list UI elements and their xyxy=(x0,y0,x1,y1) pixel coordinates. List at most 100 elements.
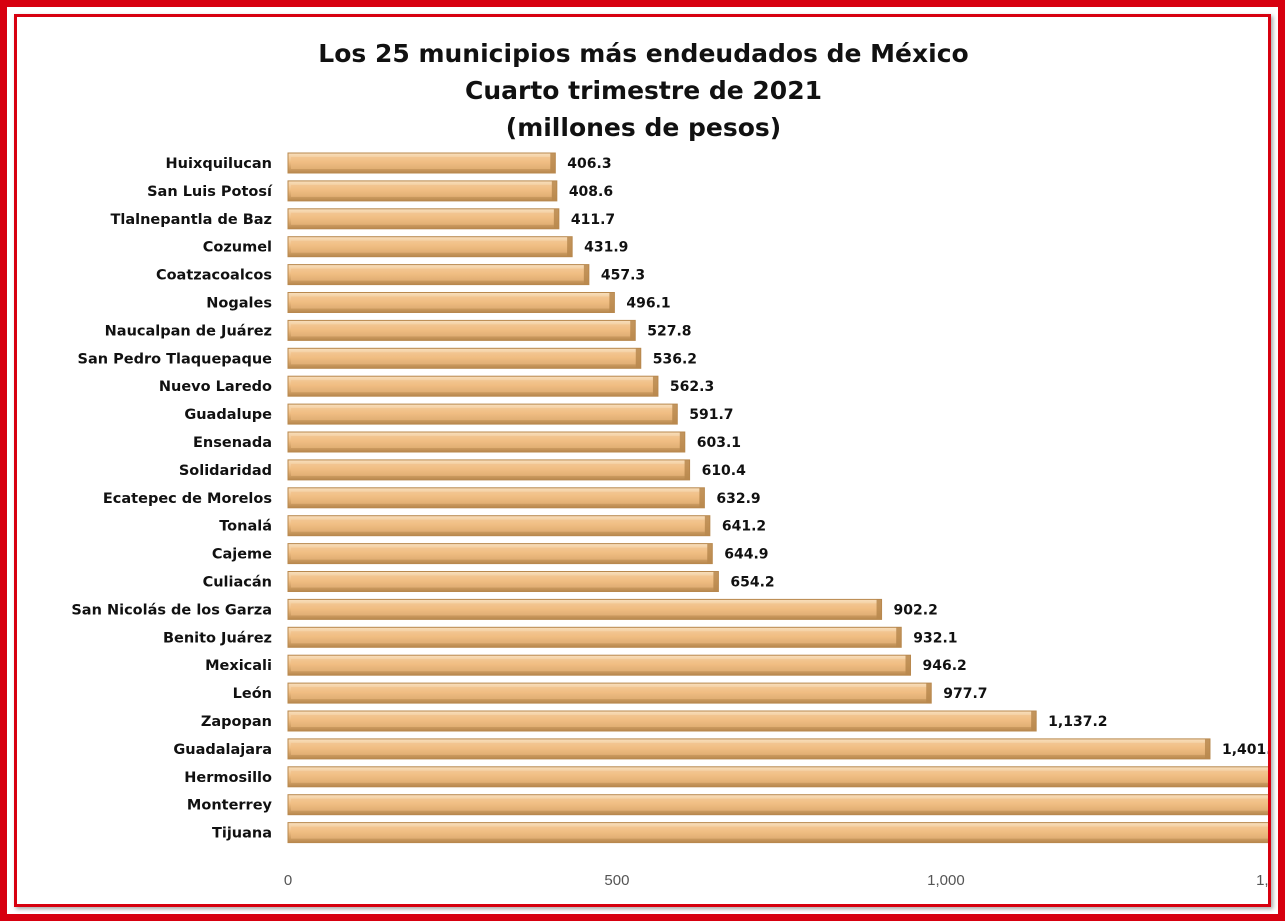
category-label: Tlalnepantla de Baz xyxy=(110,212,272,228)
value-label: 946.2 xyxy=(923,658,967,674)
bar-bevel xyxy=(291,547,708,560)
bar-bevel xyxy=(291,212,554,225)
value-label: 406.3 xyxy=(567,156,611,172)
bar-bevel xyxy=(291,380,653,393)
chart-title-line-3: (millones de pesos) xyxy=(505,113,782,142)
bar-bevel xyxy=(291,519,705,532)
value-label: 641.2 xyxy=(722,519,766,535)
bar-bevel xyxy=(291,408,673,421)
category-label: Cajeme xyxy=(212,547,272,563)
value-label: 457.3 xyxy=(601,268,645,284)
bar-end-cap xyxy=(551,180,557,201)
category-label: Coatzacoalcos xyxy=(156,268,272,284)
chart-title: Los 25 municipios más endeudados de Méxi… xyxy=(17,35,1270,146)
bar-chart: Huixquilucan 406.3 San Luis Potosí 408.6 Tla… xyxy=(71,152,1268,889)
bar-end-cap xyxy=(550,153,556,173)
category-label: Zapopan xyxy=(201,714,272,730)
category-label: Ensenada xyxy=(193,435,272,451)
bar-bevel xyxy=(291,742,1205,755)
bar-bevel xyxy=(291,770,1268,783)
bar-bevel xyxy=(291,575,714,588)
category-label: Ecatepec de Morelos xyxy=(103,491,272,507)
category-label: Nogales xyxy=(206,296,272,312)
bar-bevel xyxy=(291,463,685,476)
category-label: Benito Juárez xyxy=(163,630,272,646)
bar-end-cap xyxy=(583,264,589,285)
value-label: 536.2 xyxy=(653,351,697,367)
bar-bevel xyxy=(291,324,631,337)
value-label: 932.1 xyxy=(913,630,957,646)
category-label: Solidaridad xyxy=(179,463,272,479)
bar-end-cap xyxy=(567,236,573,257)
category-label: Mexicali xyxy=(205,658,272,674)
bar-end-cap xyxy=(1204,738,1210,759)
bar-end-cap xyxy=(635,348,641,369)
bar-end-cap xyxy=(926,683,932,704)
value-label: 1,401.4 xyxy=(1222,742,1268,758)
category-label: Cozumel xyxy=(203,240,272,256)
category-label: Culiacán xyxy=(203,575,272,591)
bar-end-cap xyxy=(672,404,678,425)
value-label: 902.2 xyxy=(894,602,938,618)
bar-end-cap xyxy=(896,627,902,648)
bar-bevel xyxy=(291,491,700,504)
value-label: 644.9 xyxy=(724,547,768,563)
bar-bevel xyxy=(291,240,568,253)
bar-end-cap xyxy=(905,655,911,676)
category-label: Hermosillo xyxy=(184,770,272,786)
category-label: Naucalpan de Juárez xyxy=(105,323,272,339)
bar-end-cap xyxy=(609,292,615,313)
category-label: Monterrey xyxy=(187,798,273,814)
bar-bevel xyxy=(291,798,1268,811)
bar-bevel xyxy=(291,659,906,672)
value-label: 527.8 xyxy=(647,323,691,339)
category-label: San Pedro Tlaquepaque xyxy=(78,351,273,367)
value-label: 654.2 xyxy=(730,575,774,591)
bar-end-cap xyxy=(707,543,713,564)
bar-end-cap xyxy=(699,487,705,508)
category-label: San Nicolás de los Garza xyxy=(71,602,272,618)
value-label: 496.1 xyxy=(626,296,670,312)
value-label: 591.7 xyxy=(689,407,733,423)
value-label: 610.4 xyxy=(702,463,747,479)
bar-end-cap xyxy=(876,599,882,620)
value-label: 562.3 xyxy=(670,379,714,395)
bar-bevel xyxy=(291,603,877,616)
bar-bevel xyxy=(291,157,551,169)
category-label: Tonalá xyxy=(219,519,272,535)
chart-title-line-2: Cuarto trimestre de 2021 xyxy=(465,76,822,105)
x-tick-label: 500 xyxy=(604,872,629,889)
chart-panel: Los 25 municipios más endeudados de Méxi… xyxy=(14,14,1271,907)
category-label: Nuevo Laredo xyxy=(159,379,272,395)
bar-end-cap xyxy=(704,515,710,536)
bar-end-cap xyxy=(684,459,690,480)
bar-bevel xyxy=(291,268,584,281)
category-label: Tijuana xyxy=(212,826,272,842)
bar-end-cap xyxy=(713,571,719,592)
bar-bevel xyxy=(291,352,636,365)
category-label: Guadalupe xyxy=(184,407,272,423)
x-tick-label: 1,000 xyxy=(927,872,965,889)
bar-end-cap xyxy=(630,320,636,341)
category-label: Guadalajara xyxy=(173,742,272,758)
value-label: 977.7 xyxy=(943,686,987,702)
category-label: León xyxy=(233,686,272,702)
value-label: 603.1 xyxy=(697,435,741,451)
bar-bevel xyxy=(291,631,897,644)
bar-end-cap xyxy=(553,208,559,229)
chart-title-line-1: Los 25 municipios más endeudados de Méxi… xyxy=(318,39,969,68)
bar-end-cap xyxy=(1031,711,1037,731)
x-tick-label: 0 xyxy=(284,872,292,889)
value-label: 632.9 xyxy=(716,491,760,507)
value-label: 411.7 xyxy=(571,212,615,228)
bar-bevel xyxy=(291,296,610,309)
value-label: 431.9 xyxy=(584,240,628,256)
category-label: San Luis Potosí xyxy=(147,184,273,200)
x-tick-label: 1,500 xyxy=(1256,872,1268,889)
bar-bevel xyxy=(291,826,1268,839)
value-label: 408.6 xyxy=(569,184,613,200)
bar-end-cap xyxy=(679,432,685,452)
bar-bevel xyxy=(291,436,680,448)
bar-bevel xyxy=(291,715,1032,727)
bar-end-cap xyxy=(652,376,658,397)
